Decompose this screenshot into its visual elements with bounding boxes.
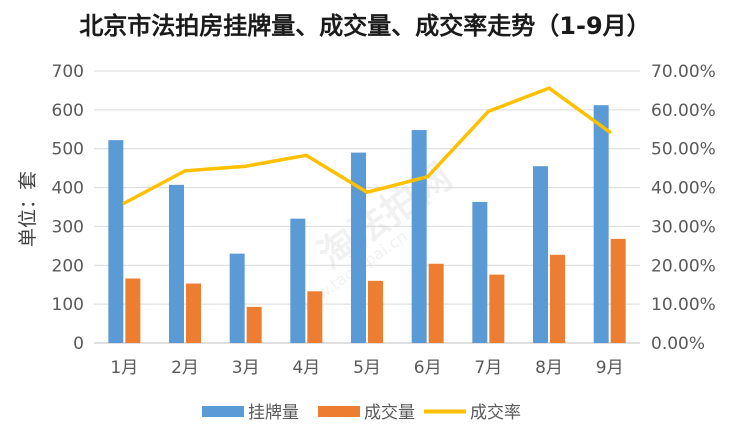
bar-listing	[411, 130, 427, 343]
bar-deals	[186, 283, 201, 343]
bar-listing	[229, 253, 245, 343]
x-tick-label: 2月	[171, 358, 199, 378]
legend-label: 成交量	[364, 403, 415, 423]
bar-deals	[610, 238, 626, 343]
bars	[108, 105, 626, 344]
x-tick-label: 8月	[535, 358, 563, 378]
chart-title: 北京市法拍房挂牌量、成交量、成交率走势（1-9月）	[79, 12, 650, 40]
y2-tick-label: 70.00%	[651, 62, 716, 82]
y2-tick-label: 30.00%	[651, 217, 716, 237]
y-tick-label: 200	[52, 256, 84, 276]
y2-tick-label: 50.00%	[651, 140, 716, 160]
rate-point	[122, 201, 126, 205]
rate-point	[608, 130, 612, 134]
rate-point	[183, 169, 187, 173]
bar-deals	[307, 291, 323, 343]
legend-label: 成交率	[470, 403, 521, 423]
y-tick-label: 100	[52, 295, 84, 315]
bar-deals	[428, 263, 444, 343]
y-tick-label: 0	[73, 334, 84, 354]
bar-listing	[108, 140, 124, 343]
y-tick-label: 500	[52, 140, 84, 160]
legend: 挂牌量 成交量 成交率	[202, 403, 521, 423]
y2-tick-label: 0.00%	[651, 334, 705, 354]
gridlines	[94, 70, 640, 344]
rate-point	[486, 109, 490, 113]
y2-tick-label: 20.00%	[651, 256, 716, 276]
rate-line	[122, 86, 612, 205]
x-tick-label: 3月	[232, 358, 260, 378]
y-axis-label: 单位：套	[17, 171, 39, 247]
rate-point	[547, 86, 551, 90]
rate-point	[426, 175, 430, 179]
y-tick-label: 700	[52, 62, 84, 82]
bar-deals	[550, 254, 565, 343]
x-tick-label: 5月	[353, 358, 381, 378]
x-tick-label: 1月	[110, 358, 138, 378]
bar-listing	[351, 152, 366, 343]
bar-deals	[246, 306, 262, 343]
right-axis: 0.00% 10.00% 20.00% 30.00% 40.00% 50.00% 60.00…	[651, 62, 716, 354]
y2-tick-label: 60.00%	[651, 101, 716, 121]
bar-listing	[533, 166, 548, 343]
bar-listing	[290, 218, 306, 343]
x-tick-label: 9月	[596, 358, 624, 378]
y2-tick-label: 40.00%	[651, 179, 716, 199]
x-tick-label: 7月	[474, 358, 502, 378]
y-tick-label: 300	[52, 217, 84, 237]
legend-label: 挂牌量	[248, 403, 299, 423]
rate-point	[244, 164, 248, 168]
x-tick-label: 4月	[292, 358, 320, 378]
legend-swatch	[202, 406, 244, 417]
bar-deals	[489, 274, 505, 343]
bar-deals	[368, 280, 383, 343]
y2-tick-label: 10.00%	[651, 295, 716, 315]
legend-swatch	[318, 406, 360, 417]
bar-listing	[593, 105, 609, 344]
bar-deals	[125, 278, 141, 343]
x-tick-label: 6月	[414, 358, 442, 378]
rate-point	[304, 153, 308, 157]
bar-listing	[472, 201, 488, 343]
rate-point	[365, 190, 369, 194]
y-tick-label: 400	[52, 179, 84, 199]
bar-listing	[169, 184, 184, 343]
y-tick-label: 600	[52, 101, 84, 121]
left-axis: 0 100 200 300 400 500 600 700	[52, 62, 84, 354]
x-axis: 1月 2月 3月 4月 5月 6月 7月 8月 9月	[110, 358, 623, 378]
